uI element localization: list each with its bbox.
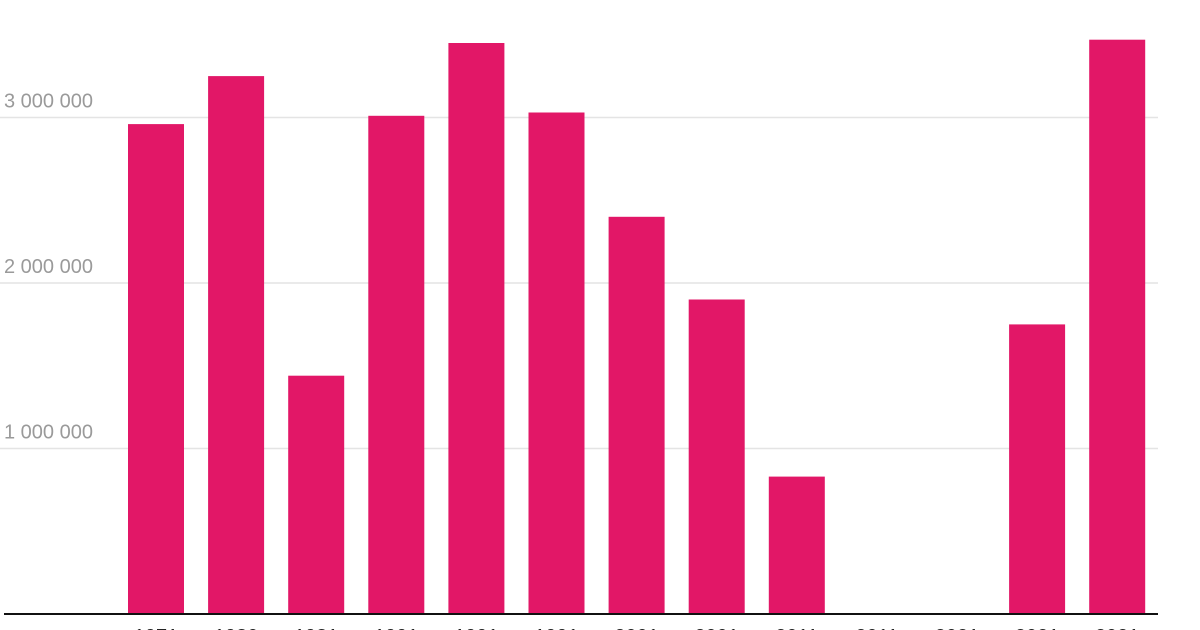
- x-tick-label: 2001: [694, 626, 739, 630]
- x-tick-label: 1991: [454, 626, 499, 630]
- x-tick-label: 1991: [534, 626, 579, 630]
- bar: [768, 476, 825, 614]
- x-tick-label: 2021: [1015, 626, 1060, 630]
- y-tick-label: 3 000 000: [4, 91, 93, 113]
- x-axis-ticks: 1971 1980 1981 1991 1991 1991 2001 2001 2011 2011…: [134, 626, 1140, 630]
- x-tick-label: 1991: [374, 626, 419, 630]
- bar: [448, 43, 505, 614]
- bars: [128, 39, 1146, 615]
- x-tick-label: 2001: [614, 626, 659, 630]
- bar: [288, 375, 345, 614]
- bar: [1089, 39, 1146, 614]
- x-tick-label: 2011: [775, 626, 818, 630]
- bar: [688, 299, 745, 614]
- x-tick-label: 2021: [935, 626, 980, 630]
- x-tick-label: 1980: [214, 626, 259, 630]
- bar: [608, 216, 665, 615]
- y-tick-label: 2 000 000: [4, 256, 93, 278]
- bar: [528, 112, 585, 614]
- bar: [208, 76, 265, 615]
- bar: [1009, 324, 1066, 614]
- y-tick-label: 1 000 000: [4, 422, 93, 444]
- x-tick-label: 1971: [134, 626, 179, 630]
- x-tick-label: 2011: [855, 626, 898, 630]
- x-tick-label: 1981: [294, 626, 339, 630]
- y-axis-ticks: 1 000 000 2 000 000 3 000 000: [4, 91, 93, 444]
- x-tick-label: 2021: [1095, 626, 1140, 630]
- bar: [128, 124, 184, 614]
- bar: [368, 115, 425, 615]
